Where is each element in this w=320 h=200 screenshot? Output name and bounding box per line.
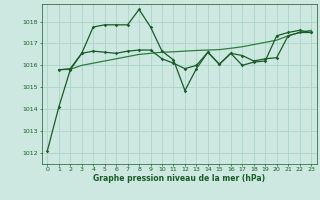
X-axis label: Graphe pression niveau de la mer (hPa): Graphe pression niveau de la mer (hPa)	[93, 174, 265, 183]
